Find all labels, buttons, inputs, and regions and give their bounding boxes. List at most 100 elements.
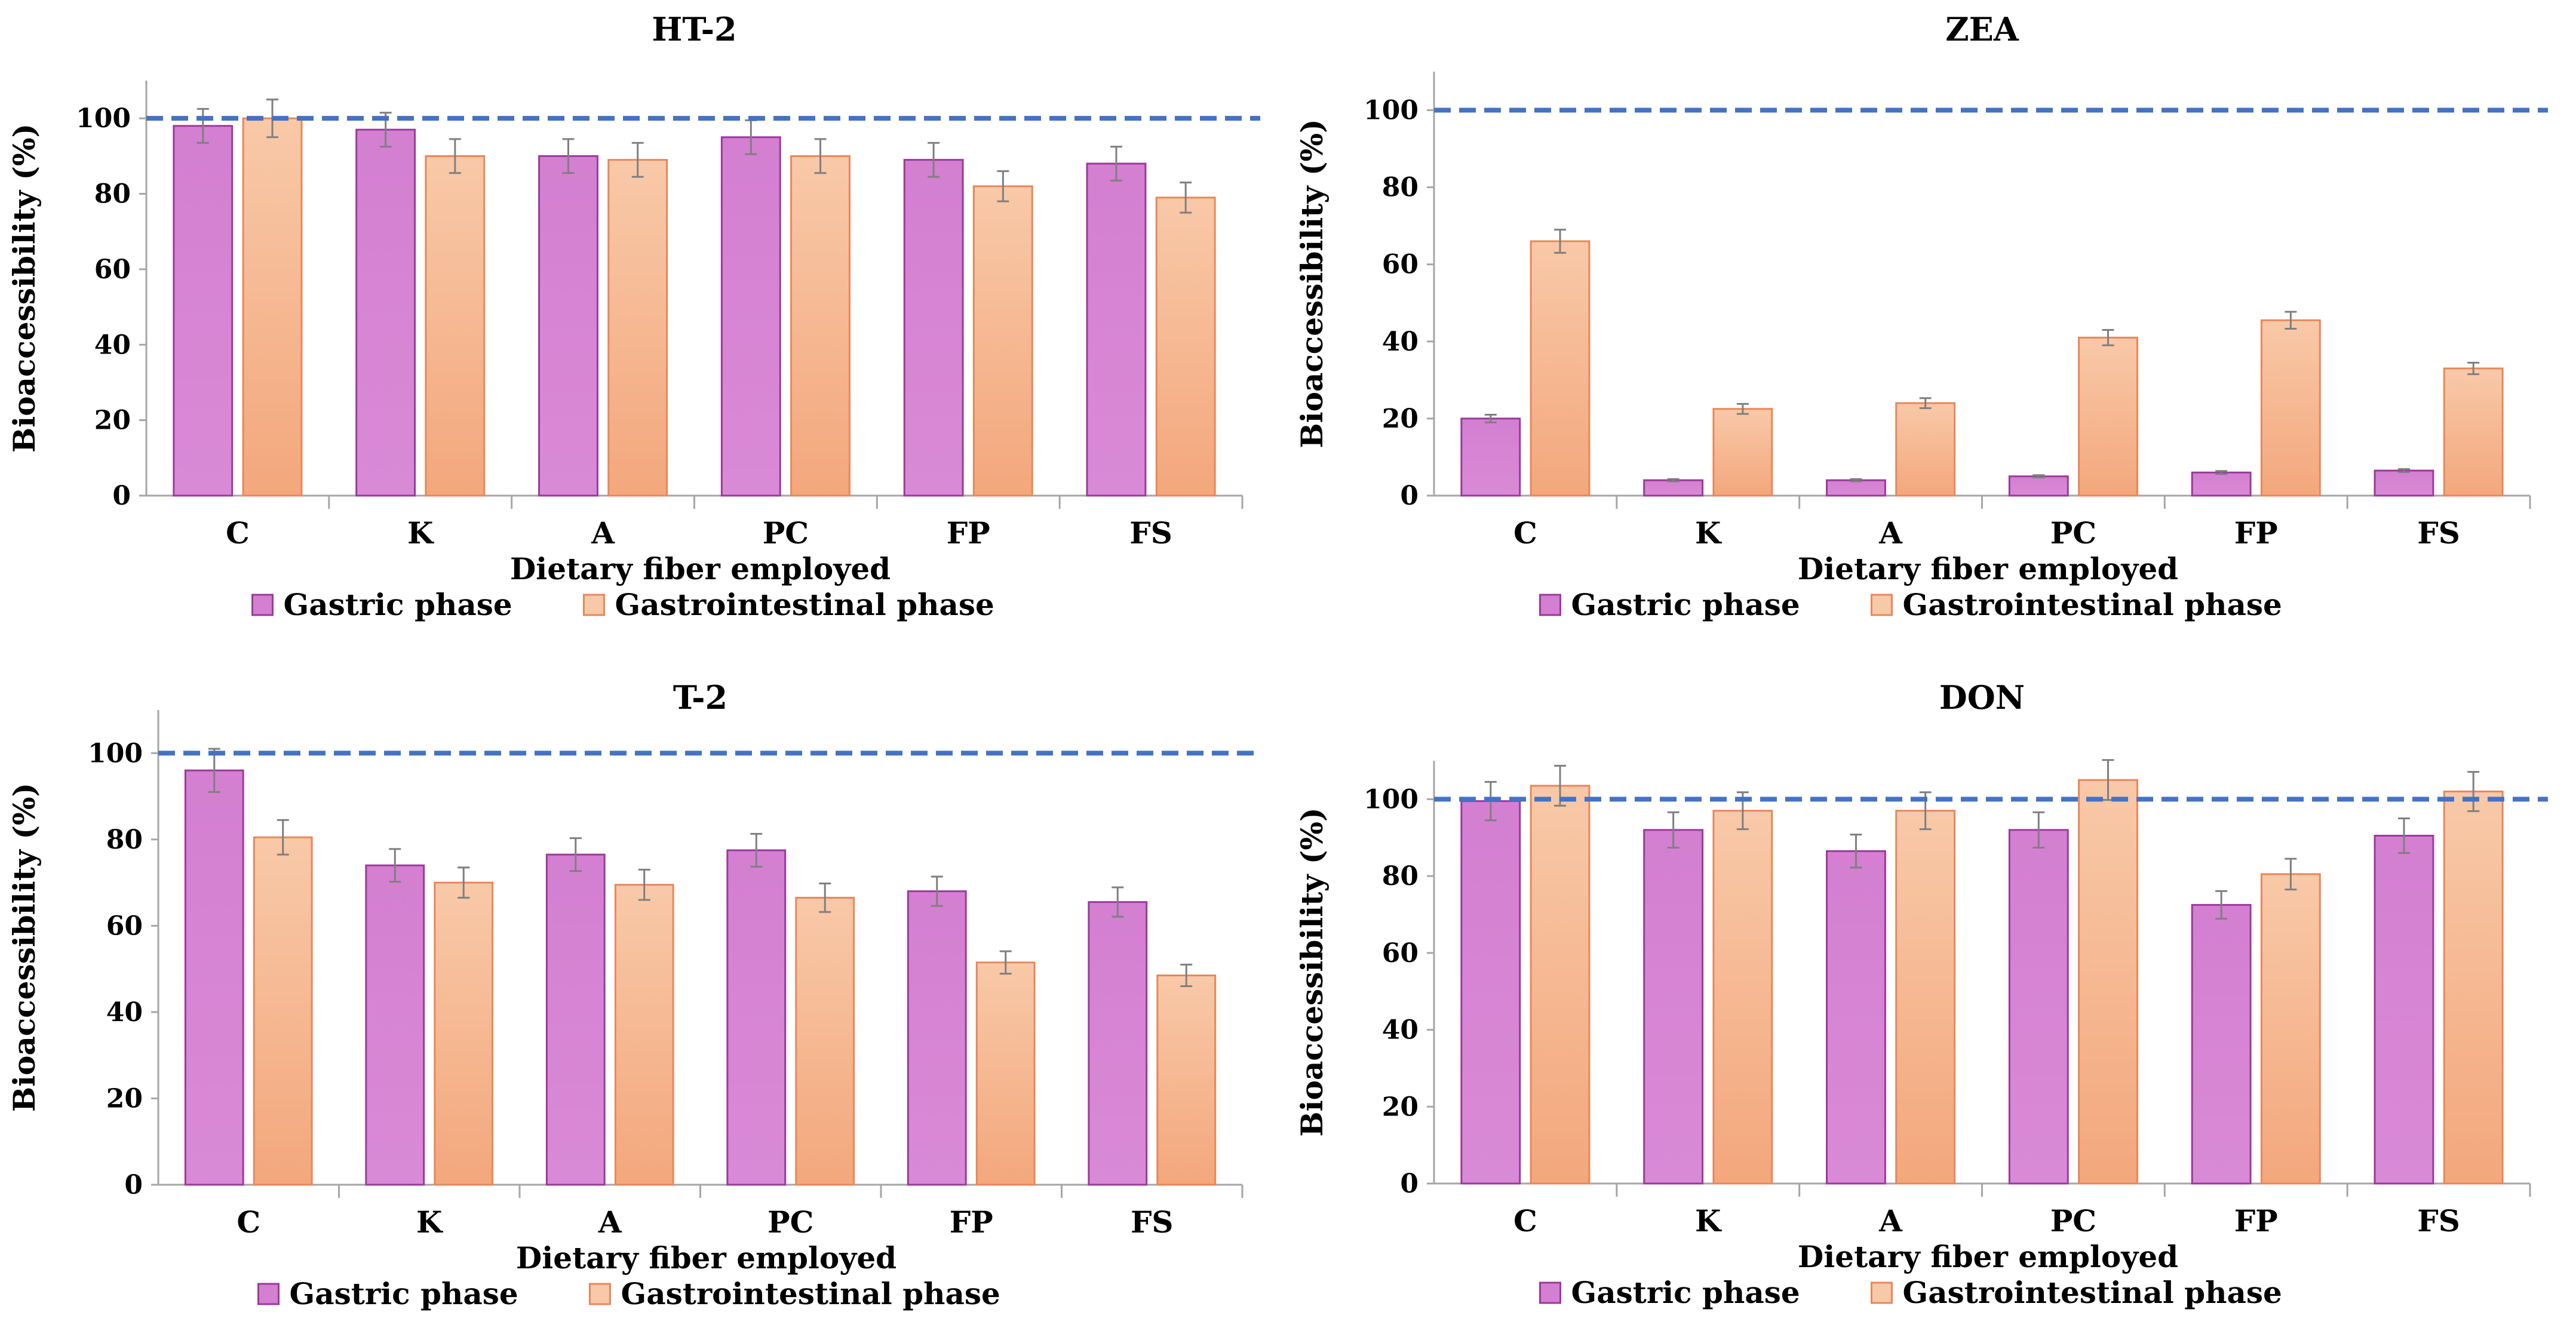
bar-gastrointestinal	[1712, 810, 1773, 1185]
y-tick-label: 20	[1382, 404, 1419, 434]
x-tick-label: C	[237, 1204, 260, 1240]
bar-gastrointestinal	[425, 155, 486, 497]
x-axis-title: Dietary fiber employed	[1798, 551, 2178, 586]
x-tick-label: PC	[2050, 515, 2096, 551]
bar-gastric	[1643, 829, 1704, 1185]
x-axis-title: Dietary fiber employed	[516, 1240, 896, 1275]
y-axis-title: Bioaccessibility (%)	[1294, 807, 1330, 1136]
y-tick-label: 40	[1382, 1015, 1419, 1046]
legend-label-gastric: Gastric phase	[1571, 587, 1800, 622]
y-tick-label: 40	[1382, 327, 1419, 357]
bar-gastrointestinal	[1530, 785, 1591, 1185]
bar-gastrointestinal	[2078, 779, 2138, 1185]
bar-gastrointestinal	[1530, 240, 1591, 497]
x-tick-label: FP	[947, 515, 990, 551]
x-tick-label: FS	[1129, 515, 1172, 551]
y-tick-label: 80	[1382, 173, 1419, 203]
x-tick-label: K	[1695, 1203, 1722, 1238]
x-tick-label: FP	[2234, 1203, 2278, 1238]
bar-gastric	[720, 136, 781, 497]
bar-gastrointestinal	[790, 155, 851, 497]
bar-gastric	[355, 128, 416, 497]
bar-gastric	[1643, 479, 1704, 497]
x-tick-label: C	[1513, 515, 1537, 551]
legend-swatch-gastrointestinal	[1871, 1281, 1893, 1304]
bar-gastric	[907, 890, 967, 1186]
x-tick-label: A	[598, 1204, 622, 1240]
legend-swatch-gastric	[1539, 1281, 1561, 1304]
legend-swatch-gastric	[251, 594, 274, 616]
bar-gastric	[1460, 800, 1521, 1185]
y-axis-title: Bioaccessibility (%)	[1294, 119, 1330, 448]
chart-title: DON	[1939, 678, 2025, 717]
y-tick-label: 60	[1382, 250, 1419, 280]
x-tick-label: K	[407, 515, 434, 551]
y-tick-label: 20	[106, 1083, 143, 1114]
bar-gastrointestinal	[434, 881, 494, 1186]
chart-zea: ZEA Bioaccessibility (%) 0 20 40 60 80 100 C K A PC…	[1294, 10, 2548, 622]
x-tick-label: A	[591, 515, 615, 551]
bar-gastrointestinal	[1156, 974, 1217, 1186]
bar-gastrointestinal	[1895, 402, 1956, 497]
bar-gastric	[173, 125, 234, 497]
bar-gastrointestinal	[2078, 336, 2138, 497]
bar-gastrointestinal	[253, 836, 313, 1186]
y-tick-label: 20	[1382, 1092, 1419, 1122]
y-tick-label: 0	[112, 481, 131, 511]
legend-label-gastrointestinal: Gastrointestinal phase	[615, 587, 994, 622]
chart-title: T-2	[673, 678, 727, 717]
y-tick-label: 100	[1364, 784, 1419, 815]
y-tick-label: 40	[94, 330, 131, 360]
bar-gastric	[903, 159, 964, 497]
chart-panel-don: DON Bioaccessibility (%) 0 20 40 60 80 100 C K A PC…	[1288, 668, 2575, 1336]
legend-label-gastric: Gastric phase	[290, 1276, 518, 1311]
bar-gastric	[545, 853, 606, 1186]
bar-gastric	[1086, 162, 1147, 497]
x-tick-label: FP	[2234, 515, 2278, 551]
bar-gastrointestinal	[607, 159, 668, 497]
bar-gastric	[1460, 417, 1521, 497]
bar-gastric	[1088, 901, 1148, 1186]
x-tick-label: C	[226, 515, 250, 551]
legend-label-gastric: Gastric phase	[284, 587, 512, 622]
chart-t2: T-2 Bioaccessibility (%) 0 20 40 60 80 100 C K A PC…	[7, 678, 1260, 1311]
bar-gastric	[2374, 469, 2434, 497]
bar-gastrointestinal	[1712, 408, 1773, 497]
bar-gastric	[538, 155, 598, 497]
legend-swatch-gastrointestinal	[1871, 594, 1893, 616]
x-tick-label: K	[416, 1204, 443, 1240]
bar-gastric	[2374, 835, 2434, 1185]
legend-swatch-gastrointestinal	[589, 1283, 611, 1305]
y-tick-label: 20	[94, 405, 131, 436]
legend-label-gastric: Gastric phase	[1571, 1275, 1800, 1310]
x-tick-label: C	[1513, 1203, 1537, 1238]
x-tick-label: K	[1695, 515, 1722, 551]
x-tick-label: FS	[2417, 515, 2460, 551]
bar-gastrointestinal	[1895, 810, 1956, 1185]
bar-gastric	[365, 864, 425, 1186]
y-tick-label: 0	[1400, 1169, 1419, 1199]
bar-gastrointestinal	[975, 961, 1036, 1186]
chart-panel-ht2: HT-2 Bioaccessibility (%) 0 20 40 60 80 100 C K A P…	[0, 0, 1288, 668]
y-tick-label: 100	[88, 738, 143, 769]
y-tick-label: 60	[1382, 938, 1419, 969]
y-tick-label: 0	[1400, 481, 1419, 511]
y-tick-label: 40	[106, 997, 143, 1028]
x-tick-label: PC	[767, 1204, 813, 1240]
bar-gastric	[2191, 471, 2252, 497]
y-tick-label: 100	[1364, 96, 1419, 126]
bar-gastrointestinal	[2443, 367, 2504, 497]
bar-gastrointestinal	[2260, 873, 2321, 1185]
x-tick-label: FS	[1131, 1204, 1174, 1240]
bar-gastrointestinal	[1155, 196, 1216, 497]
x-tick-label: PC	[763, 515, 809, 551]
y-tick-label: 100	[76, 103, 131, 134]
bar-gastric	[1826, 479, 1886, 497]
y-tick-label: 60	[94, 254, 131, 285]
bar-gastric	[184, 769, 244, 1186]
bar-gastric	[2008, 829, 2069, 1185]
bar-gastrointestinal	[972, 185, 1033, 497]
legend-swatch-gastric	[1539, 594, 1561, 616]
y-tick-label: 80	[106, 825, 143, 855]
bar-gastric	[726, 849, 787, 1186]
